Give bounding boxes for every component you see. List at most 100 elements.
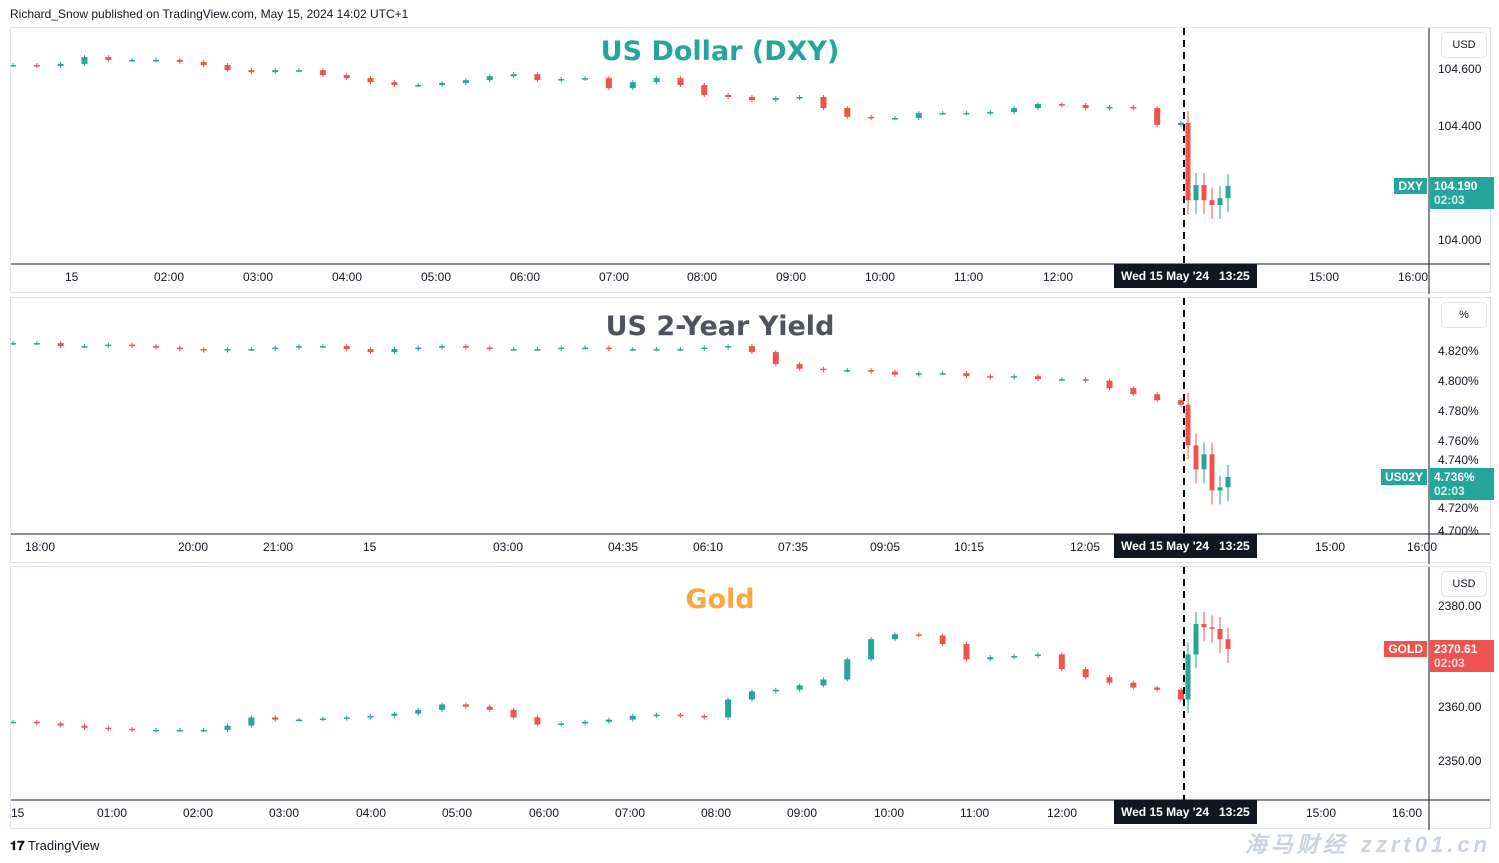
x-tick-label: 04:35 <box>608 540 639 554</box>
unit-selector[interactable]: USD <box>1441 32 1487 58</box>
candle <box>1201 454 1207 470</box>
x-tick-label: 15:00 <box>1315 540 1346 554</box>
x-tick-label: 09:00 <box>787 806 818 820</box>
us2y-title: US 2-Year Yield <box>605 311 835 342</box>
brand-label: TradingView <box>27 838 100 853</box>
y-tick-label: 104.400 <box>1438 119 1482 134</box>
candle <box>677 714 684 717</box>
y-tick-label: 4.780% <box>1438 403 1479 418</box>
x-tick-label: 16:00 <box>1407 540 1438 554</box>
candle <box>1011 656 1018 658</box>
candle <box>33 343 40 345</box>
candle <box>1193 445 1199 470</box>
candle <box>844 108 851 117</box>
candle <box>701 347 708 350</box>
candle <box>891 118 898 120</box>
candle <box>57 63 64 66</box>
unit-selector[interactable]: % <box>1441 302 1487 328</box>
x-tick-label: 10:15 <box>954 540 985 554</box>
x-tick-label: 12:00 <box>1043 270 1074 284</box>
x-tick-label: 15:00 <box>1306 806 1337 820</box>
candle <box>1209 200 1215 205</box>
dxy-title: US Dollar (DXY) <box>600 36 840 67</box>
candle <box>772 98 779 101</box>
candle <box>200 349 207 351</box>
candle <box>1201 185 1207 201</box>
x-tick-label: 16:00 <box>1392 806 1423 820</box>
x-tick-label: 07:00 <box>599 270 630 284</box>
candle <box>1082 104 1089 109</box>
candle <box>224 725 231 730</box>
candle <box>1185 654 1191 700</box>
candle <box>820 96 827 109</box>
candle <box>486 706 493 710</box>
candle <box>248 717 255 726</box>
candle <box>1217 487 1223 491</box>
x-tick-label: 06:00 <box>510 270 541 284</box>
candle <box>1185 122 1191 201</box>
candle <box>296 70 303 72</box>
candle <box>701 715 708 718</box>
candle <box>224 65 231 71</box>
candle <box>868 116 875 119</box>
candle <box>510 349 517 351</box>
x-tick-label: 03:00 <box>269 806 300 820</box>
candle <box>558 79 565 81</box>
x-tick-label: 21:00 <box>263 540 294 554</box>
candle <box>1082 379 1089 381</box>
candle <box>629 82 636 89</box>
candle <box>772 689 779 692</box>
candle <box>81 725 88 728</box>
x-tick-label: 03:00 <box>493 540 524 554</box>
candle <box>224 349 231 351</box>
candle <box>963 644 970 660</box>
candle <box>105 344 112 347</box>
candle <box>1034 104 1041 109</box>
candle <box>963 112 970 115</box>
candle <box>319 70 326 76</box>
candle <box>248 70 255 73</box>
y-tick-label: 4.740% <box>1438 452 1479 467</box>
gold-panel: Gold USD 2380.00 2360.00 2350.00 15 01:00 02:… <box>10 566 1494 830</box>
x-tick-label: 09:00 <box>776 270 807 284</box>
candle <box>558 723 565 725</box>
y-tick-label: 4.720% <box>1438 500 1479 515</box>
dxy-panel: US Dollar (DXY) USD 104.600 104.400 104.00… <box>10 27 1494 294</box>
x-tick-label: 16:00 <box>1398 270 1429 284</box>
candle <box>486 347 493 350</box>
candle <box>1217 628 1223 640</box>
crosshair-time-label: Wed 15 May '24 13:25 <box>1114 534 1257 558</box>
candle <box>534 74 541 81</box>
y-tick-label: 2380.00 <box>1438 599 1482 613</box>
candle <box>796 364 803 369</box>
y-tick-label: 2350.00 <box>1438 753 1482 768</box>
chart-svg[interactable] <box>11 567 1490 830</box>
candle <box>319 718 326 721</box>
candle <box>868 370 875 372</box>
candle <box>11 65 16 67</box>
candle <box>11 721 16 724</box>
x-tick-label: 03:00 <box>243 270 274 284</box>
candle <box>987 376 994 378</box>
x-tick-label: 15 <box>11 806 25 820</box>
tradingview-logo[interactable]: 𝟏𝟕 TradingView <box>10 838 100 853</box>
candle <box>81 346 88 348</box>
unit-selector[interactable]: USD <box>1441 571 1487 597</box>
candle <box>510 74 517 77</box>
candle <box>200 729 207 732</box>
candle <box>296 346 303 348</box>
candle <box>153 59 160 62</box>
candle <box>367 78 374 83</box>
candle <box>1154 687 1161 690</box>
candle <box>1201 624 1207 628</box>
candle <box>510 709 517 718</box>
candle <box>725 94 732 97</box>
candle <box>1130 388 1137 395</box>
chart-svg[interactable] <box>11 28 1490 294</box>
candle <box>939 112 946 115</box>
candle <box>677 78 684 86</box>
x-tick-label: 09:05 <box>870 540 901 554</box>
x-tick-label: 12:00 <box>1047 806 1078 820</box>
candle <box>176 347 183 350</box>
y-tick-label: 4.820% <box>1438 343 1479 358</box>
